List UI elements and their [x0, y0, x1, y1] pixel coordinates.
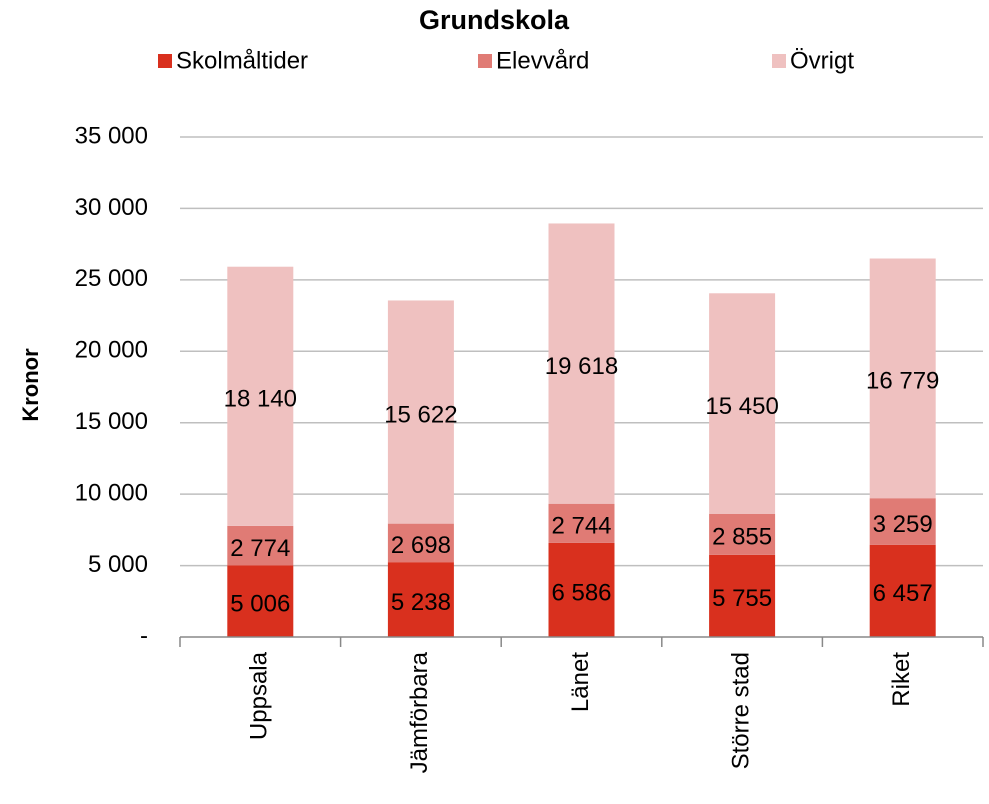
y-axis-label: Kronor: [18, 348, 43, 422]
bar-segment: [227, 565, 294, 637]
data-label: 2 698: [391, 532, 451, 559]
data-label: 6 457: [873, 580, 933, 607]
bar-segment: [709, 514, 776, 555]
legend-label: Elevvård: [496, 47, 589, 74]
y-tick-label: 5 000: [88, 551, 148, 578]
bar-segment: [548, 503, 615, 543]
data-label: 5 006: [230, 591, 290, 618]
bar-segment: [387, 523, 454, 563]
x-tick-label: Jämförbara: [406, 651, 433, 773]
legend-label: Skolmåltider: [176, 47, 308, 74]
data-label: 15 622: [384, 401, 457, 428]
data-label: 2 774: [230, 535, 290, 562]
y-tick-label: 30 000: [75, 194, 148, 221]
y-tick-label: 35 000: [75, 122, 148, 149]
bar-segment: [387, 300, 454, 524]
y-tick-label: -: [140, 622, 148, 649]
data-label: 3 259: [873, 511, 933, 538]
bar-segment: [227, 266, 294, 526]
chart-title: Grundskola: [419, 5, 570, 35]
data-label: 2 744: [551, 513, 611, 540]
bar-segment: [709, 293, 776, 514]
data-label: 15 450: [705, 393, 778, 420]
bar-segment: [227, 525, 294, 566]
x-tick-label: Uppsala: [246, 651, 273, 740]
legend-swatch: [478, 54, 492, 68]
bar-segment: [869, 544, 936, 637]
y-tick-label: 10 000: [75, 479, 148, 506]
data-label: 2 855: [712, 524, 772, 551]
data-label: 6 586: [551, 579, 611, 606]
data-label: 16 779: [866, 368, 939, 395]
bar-segment: [548, 223, 615, 504]
y-tick-label: 25 000: [75, 265, 148, 292]
bar-segment: [709, 554, 776, 637]
bar-segment: [548, 542, 615, 637]
bar-segment: [387, 562, 454, 637]
data-label: 18 140: [224, 386, 297, 413]
legend-swatch: [158, 54, 172, 68]
x-tick-label: Större stad: [727, 652, 754, 769]
legend-label: Övrigt: [790, 47, 854, 74]
data-label: 19 618: [545, 353, 618, 380]
data-label: 5 755: [712, 585, 772, 612]
x-tick-label: Länet: [567, 652, 594, 712]
legend-swatch: [772, 54, 786, 68]
y-tick-label: 15 000: [75, 408, 148, 435]
x-tick-label: Riket: [888, 652, 915, 707]
bar-segment: [869, 498, 936, 545]
y-tick-label: 20 000: [75, 337, 148, 364]
data-label: 5 238: [391, 589, 451, 616]
bar-segment: [869, 258, 936, 499]
